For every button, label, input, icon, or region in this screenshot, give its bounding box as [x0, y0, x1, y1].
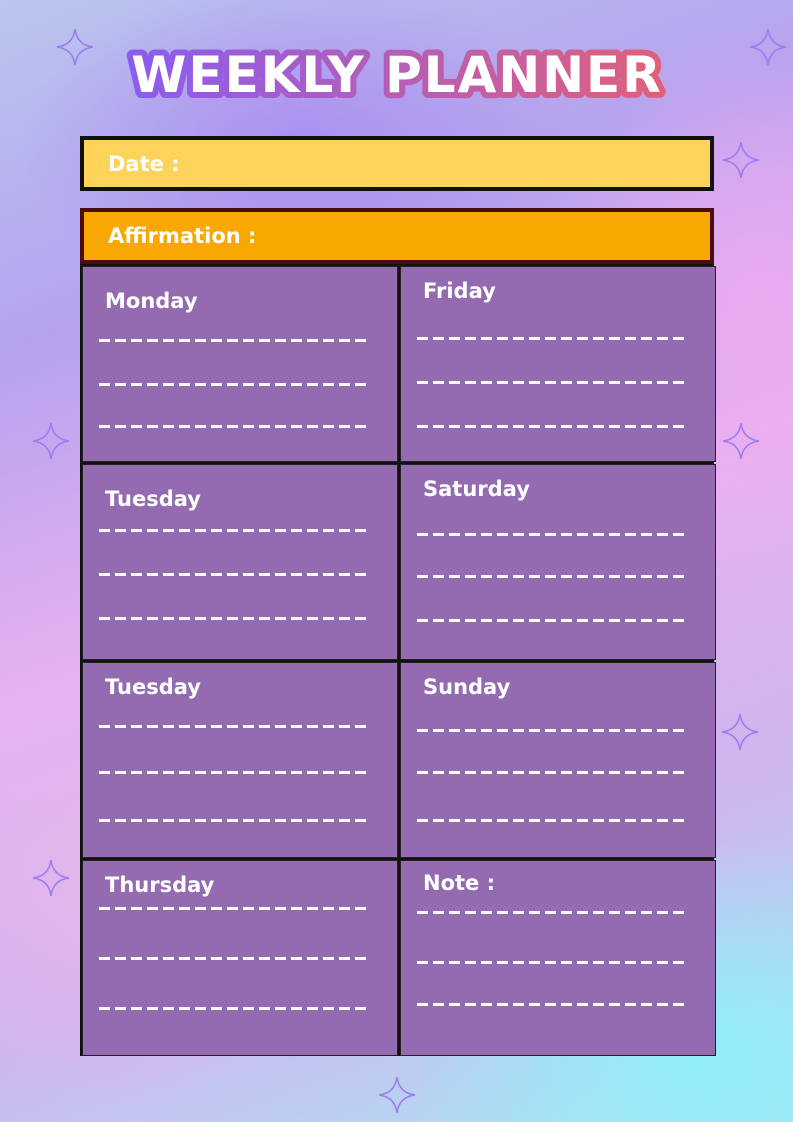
writing-line[interactable] [99, 617, 371, 620]
affirmation-field[interactable]: Affirmation : [80, 208, 714, 264]
sparkle-icon [31, 858, 71, 898]
sparkle-icon [720, 712, 760, 752]
writing-line[interactable] [417, 729, 689, 732]
week-grid: Monday Friday Tuesday Saturday Tuesday Sunday… [80, 264, 716, 1056]
section-tuesday[interactable]: Tuesday [82, 662, 398, 858]
writing-line[interactable] [99, 573, 371, 576]
sparkle-icon [721, 421, 761, 461]
writing-line[interactable] [417, 533, 689, 536]
affirmation-label: Affirmation : [108, 224, 257, 248]
section-saturday[interactable]: Saturday [400, 464, 716, 660]
section-label: Note : [423, 871, 495, 895]
section-thursday[interactable]: Thursday [82, 860, 398, 1056]
writing-line[interactable] [417, 1003, 689, 1006]
writing-line[interactable] [417, 819, 689, 822]
writing-line[interactable] [99, 1007, 371, 1010]
sparkle-icon [721, 140, 761, 180]
sparkle-icon [31, 421, 71, 461]
section-label: Saturday [423, 477, 530, 501]
writing-line[interactable] [417, 961, 689, 964]
section-sunday[interactable]: Sunday [400, 662, 716, 858]
sparkle-icon [748, 27, 788, 67]
date-label: Date : [108, 152, 180, 176]
writing-line[interactable] [417, 575, 689, 578]
writing-line[interactable] [417, 771, 689, 774]
writing-line[interactable] [417, 337, 689, 340]
writing-line[interactable] [417, 425, 689, 428]
writing-line[interactable] [99, 425, 371, 428]
writing-line[interactable] [417, 619, 689, 622]
writing-line[interactable] [99, 771, 371, 774]
section-label: Tuesday [105, 487, 201, 511]
section-note[interactable]: Note : [400, 860, 716, 1056]
writing-line[interactable] [417, 381, 689, 384]
section-monday[interactable]: Monday [82, 266, 398, 462]
writing-line[interactable] [99, 529, 371, 532]
writing-line[interactable] [99, 725, 371, 728]
writing-line[interactable] [99, 339, 371, 342]
section-label: Tuesday [105, 675, 201, 699]
date-field[interactable]: Date : [80, 136, 714, 191]
title-text: WEEKLY PLANNER [131, 46, 662, 104]
section-friday[interactable]: Friday [400, 266, 716, 462]
section-label: Sunday [423, 675, 511, 699]
section-label: Thursday [105, 873, 215, 897]
writing-line[interactable] [99, 383, 371, 386]
writing-line[interactable] [417, 911, 689, 914]
section-label: Friday [423, 279, 496, 303]
sparkle-icon [55, 27, 95, 67]
writing-line[interactable] [99, 907, 371, 910]
section-tuesday[interactable]: Tuesday [82, 464, 398, 660]
section-label: Monday [105, 289, 198, 313]
sparkle-icon [377, 1075, 417, 1115]
writing-line[interactable] [99, 819, 371, 822]
page-title: WEEKLY PLANNER [125, 40, 666, 110]
writing-line[interactable] [99, 957, 371, 960]
